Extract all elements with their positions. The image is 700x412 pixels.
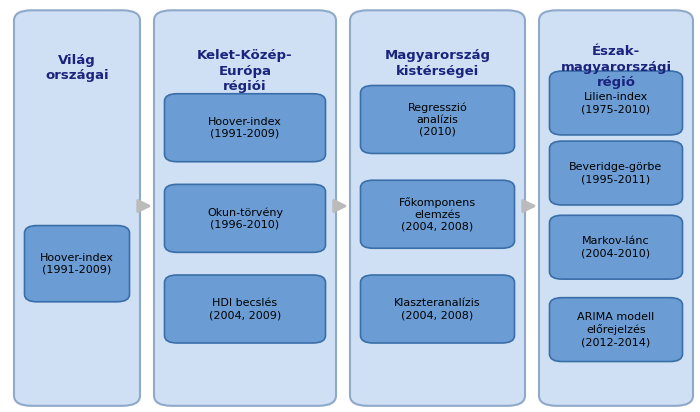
Text: Markov-lánc
(2004-2010): Markov-lánc (2004-2010) (582, 236, 650, 258)
Text: Beveridge-görbe
(1995-2011): Beveridge-görbe (1995-2011) (569, 162, 663, 184)
FancyBboxPatch shape (164, 94, 326, 162)
FancyBboxPatch shape (164, 275, 326, 343)
Text: Észak-
magyarországi
régió: Észak- magyarországi régió (561, 45, 671, 89)
Text: Hoover-index
(1991-2009): Hoover-index (1991-2009) (208, 117, 282, 139)
FancyBboxPatch shape (360, 275, 514, 343)
FancyBboxPatch shape (550, 297, 682, 362)
Text: Magyarország
kistérségei: Magyarország kistérségei (384, 49, 491, 78)
FancyBboxPatch shape (164, 185, 326, 252)
FancyBboxPatch shape (539, 10, 693, 406)
Text: Kelet-Közép-
Európa
régiói: Kelet-Közép- Európa régiói (197, 49, 293, 94)
FancyBboxPatch shape (550, 141, 682, 205)
Text: Világ
országai: Világ országai (46, 54, 108, 82)
FancyBboxPatch shape (360, 86, 514, 154)
Text: ARIMA modell
előrejelzés
(2012-2014): ARIMA modell előrejelzés (2012-2014) (578, 312, 655, 347)
Text: Lilien-index
(1975-2010): Lilien-index (1975-2010) (582, 92, 650, 114)
Text: Klaszteranalízis
(2004, 2008): Klaszteranalízis (2004, 2008) (394, 298, 481, 320)
FancyBboxPatch shape (360, 180, 514, 248)
FancyBboxPatch shape (154, 10, 336, 406)
Text: HDI becslés
(2004, 2009): HDI becslés (2004, 2009) (209, 298, 281, 320)
FancyBboxPatch shape (350, 10, 525, 406)
FancyBboxPatch shape (25, 226, 130, 302)
Text: Főkomponens
elemzés
(2004, 2008): Főkomponens elemzés (2004, 2008) (399, 197, 476, 232)
Text: Regresszió
analízis
(2010): Regresszió analízis (2010) (407, 102, 468, 137)
Text: Hoover-index
(1991-2009): Hoover-index (1991-2009) (40, 253, 114, 275)
FancyBboxPatch shape (14, 10, 140, 406)
Text: Okun-törvény
(1996-2010): Okun-törvény (1996-2010) (207, 207, 283, 229)
FancyBboxPatch shape (550, 71, 682, 135)
FancyBboxPatch shape (550, 215, 682, 279)
